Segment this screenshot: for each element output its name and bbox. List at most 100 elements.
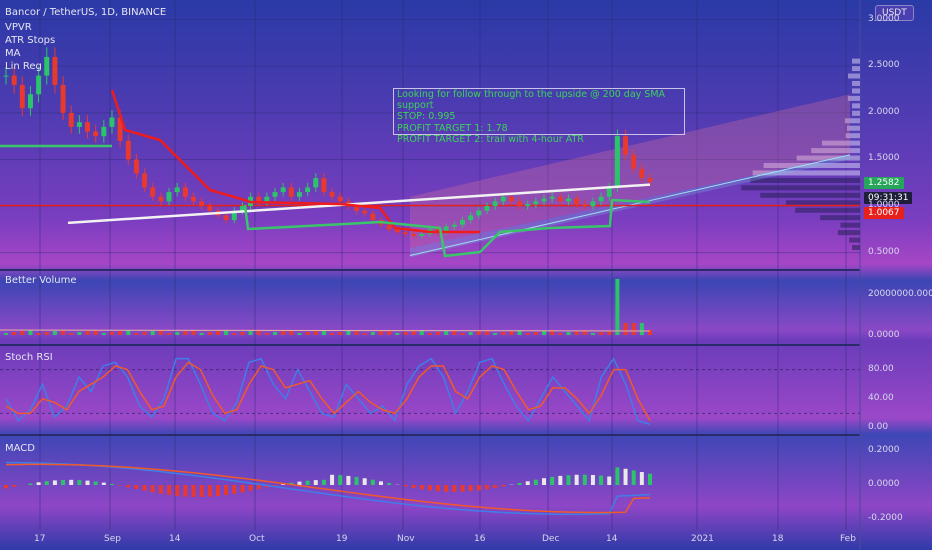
candle-body [182,187,188,197]
volume-bar [313,331,318,335]
volume-bar [476,331,481,335]
candle-body [288,187,294,197]
volume-bar [101,333,106,335]
indicator-ma-label[interactable]: MA [5,48,21,59]
currency-button[interactable]: USDT [875,5,914,21]
macd-histogram-bar [85,480,90,485]
macd-histogram-bar [44,481,49,485]
indicator-atr-stops-label[interactable]: ATR Stops [5,35,56,46]
time-tick-label: 2021 [691,534,714,544]
pane-better-volume-label[interactable]: Better Volume [5,275,77,286]
volume-bar [281,331,286,335]
candle-body [158,196,164,202]
indicator-vpvr-label[interactable]: VPVR [5,22,32,33]
candle-body [174,187,180,193]
macd-histogram-bar [631,470,636,485]
time-tick-label: Feb [840,534,856,544]
candle-body [223,215,229,221]
macd-signal-line [5,463,651,514]
candle-body [639,168,645,179]
volume-bar [362,333,367,335]
volume-bar [566,332,571,335]
candle-body [36,75,42,95]
vpvr-bar [852,58,860,64]
pane-stoch-rsi-label[interactable]: Stoch RSI [5,352,53,363]
macd-histogram-bar [101,482,106,485]
volume-bar [77,332,82,335]
stoch-tick-label: 40.00 [868,392,894,403]
macd-histogram-bar [533,479,538,485]
time-tick-label: Oct [249,534,265,544]
annotation-line-1: Looking for follow through to the upside… [397,89,666,112]
volume-bar [321,330,326,335]
macd-tick-label: 0.0000 [868,479,900,489]
volume-bar [574,331,579,335]
candle-body [394,229,400,233]
macd-histogram-bar [224,485,229,496]
symbol-title[interactable]: Bancor / TetherUS, 1D, BINANCE [5,7,167,18]
vpvr-bar [846,125,860,131]
volume-ma-line [0,329,651,332]
macd-tick-label: -0.2000 [868,513,903,524]
volume-bar [330,333,335,335]
volume-bar [525,333,530,335]
volume-bar [346,331,351,335]
macd-histogram-bar [346,475,351,485]
candle-body [76,122,82,127]
time-tick-label: Sep [104,534,121,544]
macd-histogram-bar [550,476,555,485]
candle-body [525,204,531,207]
pane-macd-label[interactable]: MACD [5,443,35,454]
volume-bar [52,331,57,335]
candle-body [631,154,637,169]
macd-histogram-bar [207,485,212,497]
volume-bar [558,333,563,335]
macd-histogram-bar [248,485,253,491]
candle-body [19,84,25,109]
candle-body [44,56,50,76]
candle-body [109,117,115,127]
indicator-linreg-label[interactable]: Lin Reg [5,61,42,72]
volume-bar [468,332,473,335]
time-tick-label: Dec [542,534,560,544]
price-tick-label: 2.5000 [868,60,900,71]
macd-histogram-bar [167,485,172,495]
annotation-box[interactable]: Looking for follow through to the upside… [393,88,685,145]
macd-histogram-bar [370,479,375,485]
macd-histogram-bar [126,485,131,488]
vpvr-bar [852,103,860,109]
candle-body [313,178,319,188]
candle-body [354,206,360,211]
macd-histogram-bar [199,485,204,498]
candle-body [296,192,302,197]
candle-body [565,198,571,202]
candle-body [231,210,237,221]
macd-histogram-bar [273,485,278,486]
candle-body [468,215,474,221]
vpvr-bar [821,140,860,146]
macd-histogram-bar [69,479,74,485]
candle-body [305,187,311,193]
volume-bar [44,332,49,335]
candle-body [125,140,131,160]
volume-bar [232,333,237,335]
macd-histogram-bar [452,485,457,492]
volume-bar [256,330,261,335]
candle-body [614,136,620,188]
candle-body [239,206,245,211]
candle-body [362,210,368,214]
candle-body [647,178,653,182]
candle-body [370,213,376,221]
vpvr-bar [852,88,860,94]
vpvr-bar [844,118,860,124]
volume-bar [224,330,229,335]
volume-bar [427,333,432,335]
volume-bar [550,330,555,335]
vpvr-bar [852,80,860,86]
volume-bar [607,331,612,335]
macd-histogram-bar [109,484,114,485]
macd-histogram-bar [338,475,343,485]
volume-bar [150,331,155,335]
countdown-badge: 09:31:31 [864,192,913,204]
